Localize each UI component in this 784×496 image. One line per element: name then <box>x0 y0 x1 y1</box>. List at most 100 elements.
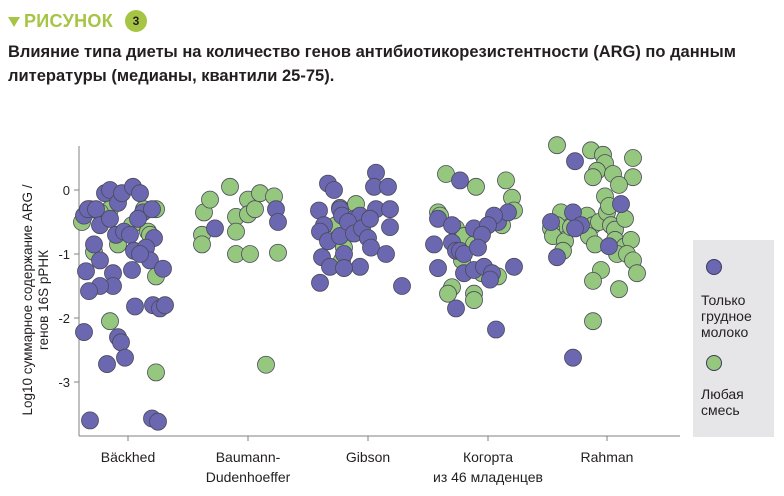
data-point-formula <box>584 312 602 331</box>
data-point-breastmilk <box>129 209 147 228</box>
data-point-breastmilk <box>311 273 329 292</box>
x-tick-label: Baumann- <box>216 449 281 465</box>
y-tick-label: 0 <box>63 183 70 198</box>
data-point-formula <box>201 190 219 209</box>
y-tick-label: -3 <box>58 375 70 390</box>
data-point-formula <box>548 136 566 155</box>
data-point-breastmilk <box>362 238 380 257</box>
y-axis-label-line1: Log10 суммарное содержание ARG / <box>20 184 35 415</box>
data-point-formula <box>610 175 628 194</box>
x-tick-label: Gibson <box>346 449 390 465</box>
data-point-breastmilk <box>131 245 149 263</box>
data-point-breastmilk <box>361 209 379 228</box>
data-point-breastmilk <box>542 213 560 231</box>
data-point-breastmilk <box>393 277 411 295</box>
data-point-breastmilk <box>425 235 443 254</box>
data-point-breastmilk <box>447 299 465 318</box>
data-point-formula <box>610 280 628 299</box>
data-point-formula <box>241 245 259 263</box>
data-point-formula <box>628 264 646 283</box>
data-point-breastmilk <box>116 348 134 367</box>
data-point-breastmilk <box>206 219 224 238</box>
data-point-breastmilk <box>335 259 353 277</box>
data-point-formula <box>147 363 165 382</box>
legend-dot-formula <box>706 355 722 371</box>
data-point-breastmilk <box>269 213 287 231</box>
data-point-breastmilk <box>80 282 98 301</box>
data-point-breastmilk <box>564 348 582 367</box>
y-axis-label-line2: генов 16S рРНК <box>36 250 51 350</box>
data-point-formula <box>465 291 483 309</box>
axes <box>78 146 680 437</box>
data-point-breastmilk <box>156 296 174 315</box>
data-point-breastmilk <box>443 216 461 235</box>
data-point-formula <box>624 149 642 167</box>
data-point-breastmilk <box>381 218 399 237</box>
data-point-formula <box>193 235 211 254</box>
data-point-breastmilk <box>98 355 116 373</box>
data-point-formula <box>624 168 642 187</box>
data-point-breastmilk <box>143 200 161 219</box>
data-point-breastmilk <box>548 248 566 267</box>
data-point-formula <box>246 200 264 219</box>
x-tick-label: из 46 младенцев <box>433 469 543 485</box>
data-point-formula <box>257 355 275 374</box>
data-points <box>73 136 646 431</box>
data-point-breastmilk <box>123 261 141 279</box>
data-point-breastmilk <box>429 259 447 277</box>
data-point-breastmilk <box>85 235 103 254</box>
data-point-breastmilk <box>377 245 395 263</box>
figure-word: РИСУНОК <box>24 10 113 31</box>
data-point-formula <box>584 271 602 290</box>
legend-label-breastmilk: Только грудное молоко <box>701 292 752 340</box>
triangle-down-icon <box>8 17 20 27</box>
y-tick-label: -2 <box>58 311 70 326</box>
data-point-breastmilk <box>600 237 618 256</box>
data-point-breastmilk <box>487 320 505 339</box>
data-point-breastmilk <box>121 225 139 244</box>
data-point-formula <box>497 171 515 190</box>
data-point-formula <box>467 177 485 196</box>
legend-dot-breastmilk <box>706 259 722 275</box>
data-point-breastmilk <box>149 412 167 431</box>
data-point-formula <box>269 243 287 262</box>
data-point-formula <box>227 222 245 241</box>
data-point-formula <box>221 177 239 196</box>
x-ticks: Bäckhed Baumann- Dudenhoeffer Gibson Когорта… <box>101 436 634 485</box>
data-point-breastmilk <box>126 297 144 316</box>
y-tick-label: -1 <box>58 247 70 262</box>
x-tick-label: Bäckhed <box>101 449 155 465</box>
data-point-breastmilk <box>112 333 130 352</box>
data-point-breastmilk <box>154 259 172 278</box>
data-point-breastmilk <box>612 195 630 213</box>
data-point-breastmilk <box>481 270 499 289</box>
data-point-breastmilk <box>351 257 369 276</box>
data-point-breastmilk <box>75 323 93 341</box>
data-point-breastmilk <box>505 257 523 276</box>
data-point-breastmilk <box>381 200 399 219</box>
data-point-formula <box>439 284 457 303</box>
x-tick-label: Когорта <box>463 449 513 465</box>
data-point-breastmilk <box>91 251 109 270</box>
data-point-breastmilk <box>451 171 469 190</box>
data-point-breastmilk <box>77 262 95 281</box>
figure-title: Влияние типа диеты на количество генов а… <box>8 43 736 85</box>
data-point-breastmilk <box>325 181 343 199</box>
data-point-breastmilk <box>101 209 119 228</box>
data-point-formula <box>616 209 634 228</box>
x-tick-label: Rahman <box>581 449 634 465</box>
data-point-formula <box>584 168 602 187</box>
data-point-breastmilk <box>469 238 487 257</box>
data-point-breastmilk <box>566 219 584 238</box>
y-ticks: 0 -1 -2 -3 <box>58 183 79 390</box>
figure-label: РИСУНОК 3 <box>8 10 147 32</box>
data-point-breastmilk <box>566 152 584 171</box>
data-point-breastmilk <box>379 177 397 196</box>
data-point-formula <box>101 312 119 331</box>
legend-label-formula: Любая смесь <box>701 386 744 418</box>
figure-number-badge: 3 <box>125 10 147 32</box>
legend: Только грудное молоко Любая смесь <box>693 240 774 437</box>
x-tick-label: Dudenhoeffer <box>206 469 291 485</box>
data-point-breastmilk <box>131 184 149 203</box>
